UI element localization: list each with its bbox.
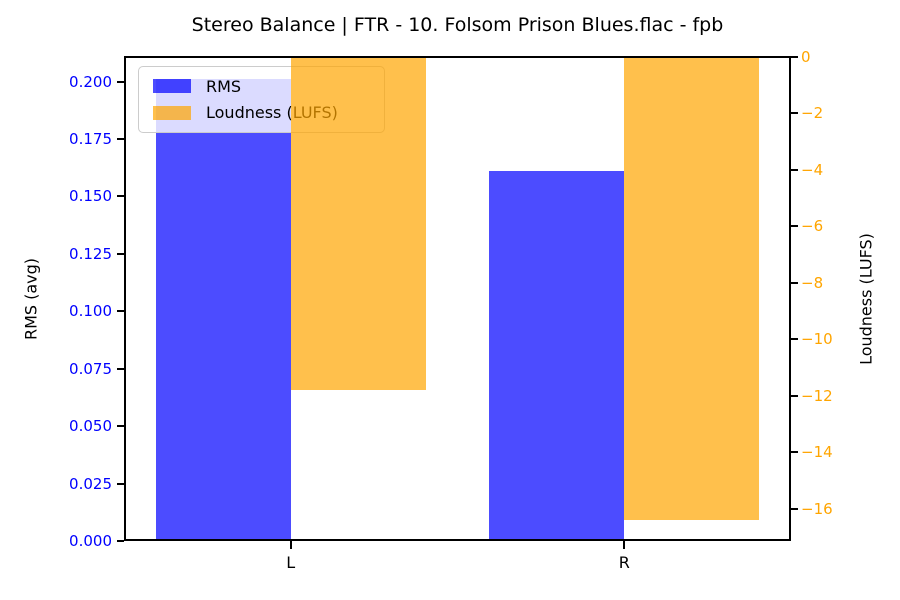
y-tick-label-left: 0.200: [69, 72, 112, 91]
x-tick-label-L: L: [286, 553, 296, 572]
x-tick-mark: [289, 541, 292, 549]
chart-title: Stereo Balance | FTR - 10. Folsom Prison…: [191, 14, 724, 36]
y-tick-mark-right: [791, 168, 798, 171]
y-tick-mark-right: [791, 56, 798, 58]
y-tick-mark-left: [117, 195, 124, 198]
y-tick-label-right: −2: [801, 104, 824, 123]
y-tick-label-left: 0.000: [69, 532, 112, 550]
bar-loudness-R: [624, 57, 760, 520]
y-tick-label-left: 0.025: [69, 474, 112, 493]
y-tick-label-right: −12: [801, 386, 833, 405]
y-tick-mark-right: [791, 281, 798, 284]
y-tick-label-left: 0.050: [69, 417, 112, 436]
y-tick-label-right: −14: [801, 443, 833, 462]
y-tick-mark-right: [791, 225, 798, 228]
y-tick-mark-left: [117, 367, 124, 370]
y-tick-mark-left: [117, 80, 124, 83]
y-tick-mark-left: [117, 482, 124, 485]
y-tick-label-left: 0.125: [69, 244, 112, 263]
rms-swatch-icon: [153, 79, 191, 94]
y-tick-mark-left: [117, 138, 124, 140]
y-tick-label-right: −4: [801, 160, 824, 179]
y-tick-label-right: −6: [801, 217, 824, 236]
y-tick-label-right: −8: [801, 273, 824, 292]
y-tick-label-left: 0.150: [69, 187, 112, 206]
y-tick-mark-right: [791, 507, 798, 510]
bar-loudness-L: [290, 57, 426, 390]
bar-rms-L: [155, 79, 291, 541]
y-tick-label-left: 0.175: [69, 130, 112, 148]
y-tick-mark-right: [791, 338, 798, 341]
x-tick-mark: [623, 541, 626, 549]
y-tick-label-right: −10: [801, 330, 833, 349]
y-tick-mark-left: [117, 252, 124, 255]
y-tick-mark-right: [791, 112, 798, 115]
bar-rms-R: [489, 171, 625, 541]
y-tick-mark-left: [117, 310, 124, 313]
y-tick-mark-right: [791, 451, 798, 454]
y-tick-mark-left: [117, 425, 124, 428]
y-tick-label-left: 0.075: [69, 359, 112, 378]
legend-item-rms: RMS: [153, 75, 384, 97]
y-tick-mark-left: [117, 540, 124, 542]
y-tick-label-right: −16: [801, 499, 833, 518]
y-tick-label-left: 0.100: [69, 302, 112, 321]
left-axis-label: RMS (avg): [21, 257, 41, 341]
loudness-swatch-icon: [153, 105, 191, 120]
legend-label-rms: RMS: [206, 76, 242, 96]
x-tick-label-R: R: [618, 553, 630, 572]
y-tick-mark-right: [791, 394, 798, 397]
y-tick-label-right: 0: [801, 48, 811, 66]
